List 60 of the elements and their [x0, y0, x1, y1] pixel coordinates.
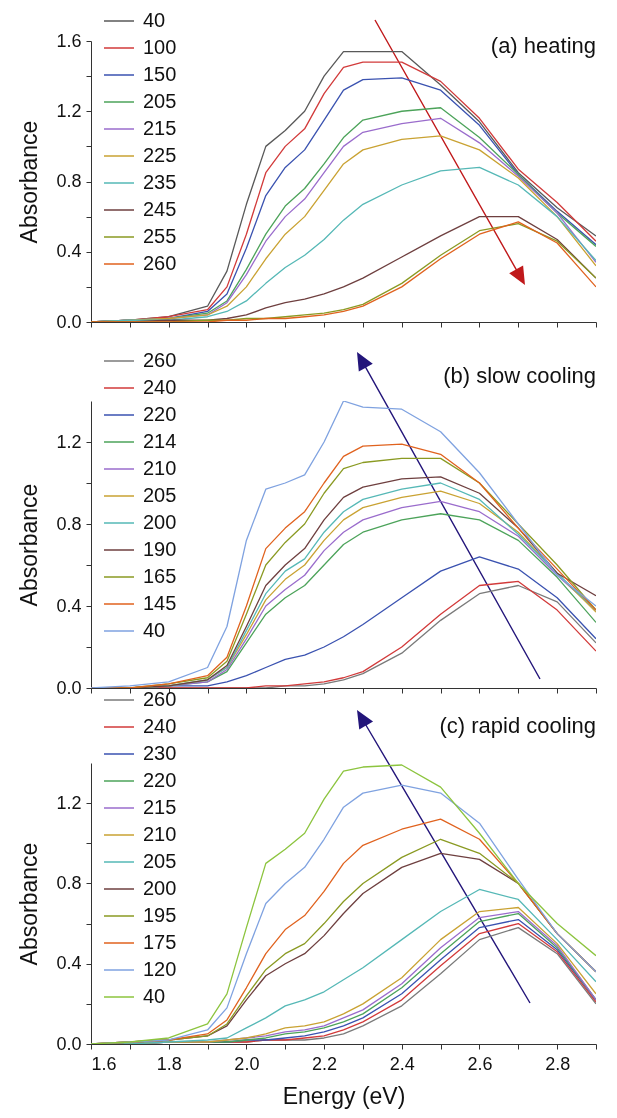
legend-label: 205	[143, 90, 177, 112]
legend-label: 255	[143, 225, 177, 247]
chart-title: (c) rapid cooling	[439, 713, 596, 738]
y-tick-label: 0.8	[56, 872, 82, 893]
legend-label: 260	[143, 349, 177, 371]
legend-label: 215	[143, 796, 177, 818]
legend-label: 40	[143, 619, 166, 641]
legend-label: 210	[143, 457, 177, 479]
legend-label: 215	[143, 117, 177, 139]
legend-label: 205	[143, 484, 177, 506]
legend-label: 200	[143, 877, 177, 899]
y-axis-title: Absorbance	[16, 483, 43, 607]
legend-label: 195	[143, 904, 177, 926]
legend-label: 220	[143, 403, 177, 425]
y-tick-label: 0.0	[56, 311, 82, 332]
legend-label: 240	[143, 715, 177, 737]
y-tick-label: 0.0	[56, 677, 82, 698]
x-tick-label: 2.0	[234, 1053, 260, 1074]
legend-label: 205	[143, 850, 177, 872]
y-tick-label: 0.4	[56, 241, 82, 262]
y-axis-title: Absorbance	[16, 842, 43, 966]
chart-title: (b) slow cooling	[443, 363, 596, 388]
legend-label: 235	[143, 171, 177, 193]
chart-title: (a) heating	[490, 33, 596, 58]
legend-label: 230	[143, 742, 177, 764]
legend-label: 145	[143, 592, 177, 614]
y-tick-label: 0.4	[56, 953, 82, 974]
legend-label: 40	[143, 9, 166, 31]
legend-label: 260	[143, 688, 177, 710]
x-tick-label: 2.6	[467, 1053, 493, 1074]
legend-label: 214	[143, 430, 177, 452]
x-axis-title: Energy (eV)	[282, 1082, 406, 1109]
legend-label: 245	[143, 198, 177, 220]
y-tick-label: 0.8	[56, 171, 82, 191]
legend-label: 260	[143, 252, 177, 274]
x-tick-label: 1.8	[156, 1053, 182, 1074]
legend-label: 220	[143, 769, 177, 791]
legend-label: 225	[143, 144, 177, 166]
y-tick-label: 1.2	[56, 431, 82, 452]
legend-label: 200	[143, 511, 177, 533]
y-tick-label: 1.2	[56, 792, 82, 813]
y-tick-label: 1.6	[56, 30, 82, 51]
legend-label: 175	[143, 931, 177, 953]
y-tick-label: 1.2	[56, 100, 82, 121]
x-tick-label: 2.4	[389, 1053, 415, 1074]
legend-label: 165	[143, 565, 177, 587]
legend-label: 150	[143, 63, 177, 85]
x-tick-label: 2.2	[312, 1053, 338, 1074]
legend-label: 40	[143, 985, 166, 1007]
y-tick-label: 0.8	[56, 513, 82, 534]
x-tick-label: 1.6	[91, 1053, 117, 1074]
legend-label: 100	[143, 36, 177, 58]
y-axis-title: Absorbance	[16, 120, 43, 244]
y-tick-label: 0.4	[56, 595, 82, 616]
legend-label: 240	[143, 376, 177, 398]
x-tick-label: 2.8	[545, 1053, 571, 1074]
legend-label: 120	[143, 958, 177, 980]
y-tick-label: 0.0	[56, 1033, 82, 1054]
legend-label: 210	[143, 823, 177, 845]
legend-label: 190	[143, 538, 177, 560]
